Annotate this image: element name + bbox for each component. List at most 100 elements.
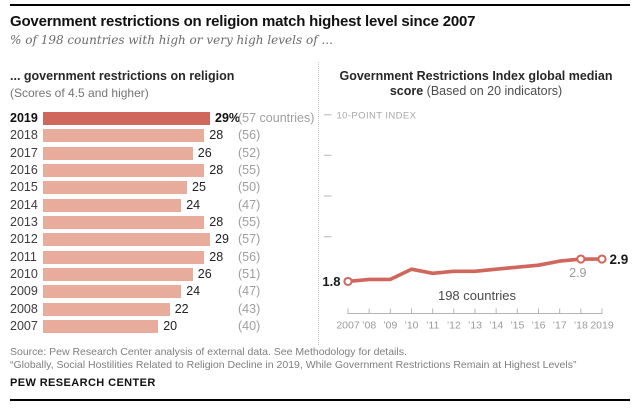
line-chart: 10-POINT INDEX 2007’08 ’09 ’10 ’11 ’12 ’13 ’14 ’… [322, 110, 629, 332]
bar-year-label: 2014 [10, 197, 38, 212]
bar-value-label: 29% [215, 111, 241, 125]
x-axis-label: ’11 [426, 320, 439, 332]
bar-year-label: 2013 [10, 214, 38, 229]
top-rule [10, 4, 630, 6]
page-subtitle: % of 198 countries with high or very hig… [10, 33, 333, 47]
bar-year-label: 2016 [10, 162, 38, 177]
bar-count-label: (57) [238, 232, 261, 247]
bar-year-label: 2010 [10, 266, 38, 281]
bar-count-label: (50) [238, 180, 261, 195]
bar-year-label: 2015 [10, 180, 38, 195]
bar-row: 2019 29% (57 countries) [10, 110, 315, 127]
bar-count-label: (55) [238, 214, 261, 229]
bar-count-label: (56) [238, 128, 261, 143]
bar-count-label: (56) [238, 249, 261, 264]
bar-value-label: 28 [209, 128, 224, 143]
bar [43, 302, 170, 316]
bar-year-label: 2009 [10, 284, 38, 299]
point-label-2019: 2.9 [610, 252, 629, 267]
bar-count-label: (55) [238, 162, 261, 177]
bar-count-label: (47) [238, 284, 261, 299]
bar [43, 285, 182, 299]
x-axis-label: ’09 [383, 320, 397, 332]
bar-value-label: 26 [197, 145, 212, 160]
page-title: Government restrictions on religion matc… [10, 13, 476, 30]
bar-value-label: 24 [186, 197, 201, 212]
report-title-note: “Globally, Social Hostilities Related to… [10, 359, 577, 371]
bar [43, 319, 159, 333]
bar-value-label: 20 [163, 318, 178, 333]
data-point-marker [343, 276, 353, 287]
bar [43, 233, 211, 247]
trend-line [346, 257, 604, 284]
bar [43, 215, 205, 229]
bar-year-label: 2007 [10, 318, 38, 333]
bar-row: 2009 24 (47) [10, 283, 315, 300]
bar-value-label: 25 [192, 180, 206, 195]
bar [43, 198, 182, 212]
line-chart-heading-line2-bold: score [389, 84, 424, 98]
bar-year-label: 2019 [10, 111, 38, 125]
x-axis-label: ’17 [553, 320, 567, 332]
x-axis-label: ’08 [362, 320, 376, 332]
x-axis-label: ’10 [404, 320, 418, 332]
bar-year-label: 2017 [10, 145, 38, 160]
x-axis-label: ’15 [510, 320, 524, 332]
line-chart-heading-line1: Government Restrictions Index global med… [339, 69, 613, 83]
bar-year-label: 2012 [10, 232, 38, 247]
bar-value-label: 24 [186, 284, 201, 299]
x-axis-label: ’16 [531, 320, 545, 332]
bar-chart-subheading: (Scores of 4.5 and higher) [10, 86, 149, 100]
bar [43, 250, 205, 264]
bar-count-label: (40) [238, 318, 261, 333]
bar-value-label: 28 [209, 249, 224, 264]
bar-row: 2017 26 (52) [10, 145, 315, 162]
bar-row: 2014 24 (47) [10, 197, 315, 214]
data-point-marker [576, 254, 586, 264]
x-axis-label: 2007 [336, 320, 360, 332]
bar-count-label: (47) [238, 197, 261, 212]
line-chart-heading-line2-note: (Based on 20 indicators) [423, 84, 563, 98]
y-axis-note: 10-POINT INDEX [337, 110, 417, 121]
bar-count-label: (57 countries) [238, 111, 315, 125]
bar-row: 2007 20 (40) [10, 318, 315, 335]
data-point-marker [597, 254, 607, 264]
bar [43, 181, 187, 195]
bar [43, 146, 193, 160]
bar-row: 2013 28 (55) [10, 214, 315, 231]
bar-row: 2018 28 (56) [10, 127, 315, 144]
bar [43, 129, 205, 143]
bar-value-label: 26 [197, 266, 212, 281]
brand-label: PEW RESEARCH CENTER [10, 377, 156, 389]
bar-row: 2012 29 (57) [10, 231, 315, 248]
bar-row: 2016 28 (55) [10, 162, 315, 179]
bar [43, 163, 205, 177]
x-axis-label: ’13 [468, 320, 482, 332]
bottom-rule [10, 399, 630, 401]
bar-count-label: (51) [238, 266, 261, 281]
point-label-2018: 2.9 [569, 266, 586, 280]
panel-divider [318, 62, 319, 345]
bar-row: 2015 25 (50) [10, 179, 315, 196]
bar-count-label: (52) [238, 145, 261, 160]
bar-count-label: (43) [238, 301, 261, 316]
bar-value-label: 28 [209, 162, 224, 177]
x-axis-label: ’12 [447, 320, 461, 332]
bar-row: 2010 26 (51) [10, 266, 315, 283]
bar-year-label: 2018 [10, 128, 38, 143]
bar-value-label: 29 [215, 232, 229, 247]
countries-annotation: 198 countries [438, 288, 517, 303]
bar [43, 112, 211, 125]
x-axis-label: ’18 [574, 320, 588, 332]
bar-chart: 2019 29% (57 countries) 2018 28 (56) 2017 26 (52… [10, 110, 315, 336]
bar-chart-heading: ... government restrictions on religion [10, 69, 310, 84]
bar-chart-heading-text: ... government restrictions on religion [10, 69, 235, 83]
x-axis-label: ’14 [489, 320, 503, 332]
source-note: Source: Pew Research Center analysis of … [10, 346, 407, 358]
bar [43, 267, 193, 281]
bar-value-label: 28 [209, 214, 224, 229]
x-axis-label: 2019 [590, 320, 614, 332]
bar-row: 2008 22 (43) [10, 301, 315, 318]
bar-year-label: 2011 [10, 249, 37, 264]
